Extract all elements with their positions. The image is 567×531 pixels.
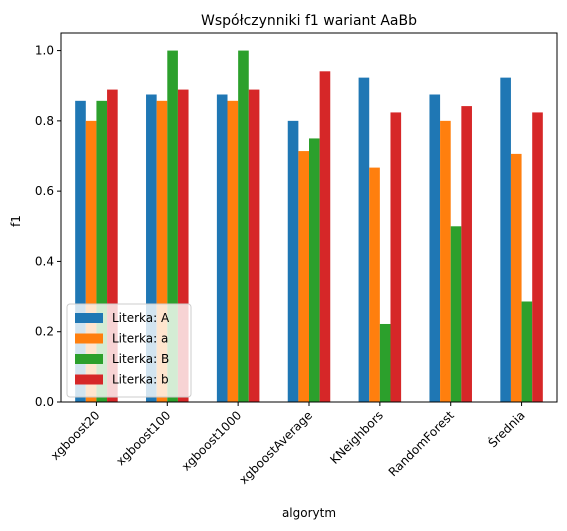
x-tick-label: xgboost100 <box>113 408 173 468</box>
bar-2-6 <box>440 120 451 402</box>
legend: Literka: A Literka: a Literka: B Literka: b <box>66 303 192 398</box>
bar-2-3 <box>227 100 239 402</box>
chart-title: Współczynniki f1 wariant AaBb <box>201 13 417 29</box>
bar-1-7 <box>500 77 511 402</box>
x-tick-label: KNeighbors <box>327 408 386 467</box>
legend-box <box>66 303 192 398</box>
legend-swatch <box>75 313 103 323</box>
bar-1-1 <box>75 100 86 402</box>
x-tick-label: Średnia <box>485 408 528 451</box>
legend-swatch <box>75 333 103 344</box>
plot-area <box>60 32 558 403</box>
bar-4-5 <box>390 112 402 403</box>
bar-3-3 <box>238 50 249 402</box>
bar-1-3 <box>216 94 228 402</box>
bar-3-6 <box>450 226 462 402</box>
bar-1-6 <box>429 94 441 402</box>
x-axis-label: algorytm <box>282 506 336 520</box>
legend-label: Literka: A <box>112 311 170 325</box>
y-tick-label: 0.8 <box>35 114 54 128</box>
bar-3-2 <box>167 50 178 402</box>
x-tick-label: xgboostAverage <box>236 408 315 487</box>
y-tick-label: 0.6 <box>35 184 54 198</box>
bar-2-1 <box>85 120 97 402</box>
bar-4-2 <box>177 89 189 402</box>
x-tick-label: RandomForest <box>386 408 457 479</box>
y-tick-label: 0.0 <box>35 395 54 409</box>
x-tick-label: xgboost20 <box>48 408 103 463</box>
bar-3-7 <box>521 301 533 402</box>
bar-1-5 <box>358 77 370 402</box>
bar-4-1 <box>107 89 118 402</box>
legend-swatch <box>75 374 103 385</box>
legend-label: Literka: B <box>112 352 169 366</box>
bar-2-7 <box>510 153 522 402</box>
bar-3-4 <box>309 138 320 402</box>
y-tick-label: 0.2 <box>35 325 54 339</box>
legend-label: Literka: b <box>112 373 169 387</box>
x-tick-label: xgboost1000 <box>179 408 244 473</box>
bar-4-3 <box>248 89 260 402</box>
bar-4-7 <box>532 112 543 403</box>
bar-4-4 <box>319 71 331 402</box>
bar-2-2 <box>156 100 168 402</box>
bar-3-1 <box>96 100 108 402</box>
bar-1-4 <box>287 120 299 402</box>
bar-4-6 <box>461 106 472 403</box>
y-tick-label: 0.4 <box>35 254 54 268</box>
bar-2-4 <box>298 151 309 402</box>
legend-label: Literka: a <box>112 332 168 346</box>
x-axis: xgboost20 xgboost100 xgboost1000xgboostAve… <box>48 402 528 487</box>
bar-2-5 <box>369 167 380 402</box>
bar-1-2 <box>146 94 157 402</box>
bar-3-5 <box>379 323 391 402</box>
y-tick-label: 1.0 <box>35 44 54 58</box>
y-axis-label: f1 <box>9 215 23 227</box>
y-axis: 0.0 0.2 0.4 0.6 0.8 1.0 <box>35 44 61 409</box>
legend-swatch <box>75 354 103 364</box>
